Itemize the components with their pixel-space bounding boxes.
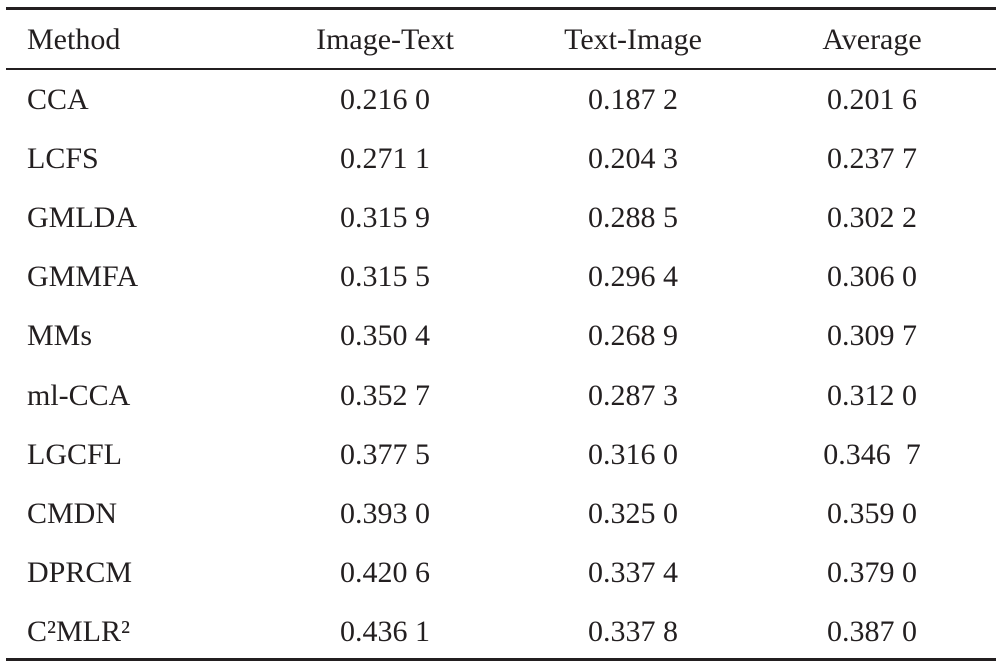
method-cell: CMDN <box>27 496 118 530</box>
value-cell: 0.387 0 <box>827 614 917 648</box>
value-cell: 0.316 0 <box>588 437 678 471</box>
value-cell: 0.337 8 <box>588 614 678 648</box>
value-cell: 0.312 0 <box>827 378 917 412</box>
value-cell: 0.237 7 <box>827 142 917 176</box>
method-cell: MMs <box>27 319 93 353</box>
value-cell: 0.346 7 <box>823 437 921 471</box>
header-cell: Text-Image <box>564 23 702 56</box>
value-cell: 0.187 2 <box>588 83 678 116</box>
value-cell: 0.377 5 <box>340 437 430 471</box>
header-cell: Image-Text <box>316 23 454 56</box>
method-cell: DPRCM <box>27 555 133 589</box>
value-cell: 0.420 6 <box>340 555 430 589</box>
method-cell: GMMFA <box>27 260 139 294</box>
value-cell: 0.296 4 <box>588 260 678 294</box>
value-cell: 0.268 9 <box>588 319 678 353</box>
method-cell: LGCFL <box>27 437 123 471</box>
method-cell: LCFS <box>27 142 99 176</box>
value-cell: 0.288 5 <box>588 201 678 235</box>
header-rule <box>6 68 996 70</box>
method-cell: GMLDA <box>27 201 137 235</box>
value-cell: 0.216 0 <box>340 83 430 116</box>
value-cell: 0.306 0 <box>827 260 917 294</box>
bottom-rule <box>6 658 996 661</box>
method-cell: CCA <box>27 83 89 116</box>
top-rule <box>6 7 996 10</box>
value-cell: 0.352 7 <box>340 378 430 412</box>
value-cell: 0.379 0 <box>827 555 917 589</box>
value-cell: 0.287 3 <box>588 378 678 412</box>
value-cell: 0.350 4 <box>340 319 430 353</box>
method-cell: ml-CCA <box>27 378 131 412</box>
value-cell: 0.302 2 <box>827 201 917 235</box>
header-cell: Average <box>822 23 922 56</box>
value-cell: 0.325 0 <box>588 496 678 530</box>
value-cell: 0.315 5 <box>340 260 430 294</box>
header-cell: Method <box>27 23 121 56</box>
value-cell: 0.337 4 <box>588 555 678 589</box>
value-cell: 0.201 6 <box>827 83 917 116</box>
value-cell: 0.204 3 <box>588 142 678 176</box>
method-cell: C²MLR² <box>27 614 131 648</box>
value-cell: 0.315 9 <box>340 201 430 235</box>
value-cell: 0.309 7 <box>827 319 917 353</box>
value-cell: 0.436 1 <box>340 614 430 648</box>
value-cell: 0.271 1 <box>340 142 430 176</box>
value-cell: 0.393 0 <box>340 496 430 530</box>
value-cell: 0.359 0 <box>827 496 917 530</box>
